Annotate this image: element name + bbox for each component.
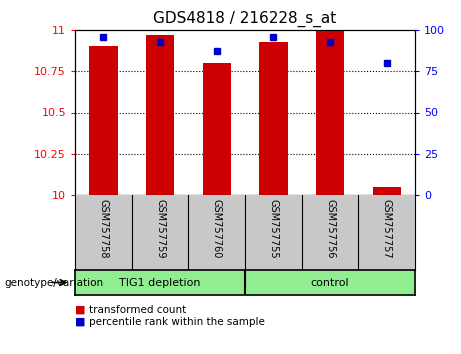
Bar	[146, 35, 174, 195]
Text: GSM757760: GSM757760	[212, 199, 222, 258]
Bar	[259, 41, 288, 195]
Bar	[89, 46, 118, 195]
Text: genotype/variation: genotype/variation	[5, 278, 104, 287]
Text: percentile rank within the sample: percentile rank within the sample	[89, 317, 265, 327]
Bar	[316, 30, 344, 195]
Title: GDS4818 / 216228_s_at: GDS4818 / 216228_s_at	[154, 11, 337, 27]
Text: control: control	[311, 278, 349, 287]
Bar	[202, 63, 231, 195]
Text: ■: ■	[75, 305, 85, 315]
Text: TIG1 depletion: TIG1 depletion	[119, 278, 201, 287]
Text: ■: ■	[75, 317, 85, 327]
Text: GSM757758: GSM757758	[98, 199, 108, 258]
Text: GSM757756: GSM757756	[325, 199, 335, 258]
Bar	[372, 187, 401, 195]
Text: GSM757757: GSM757757	[382, 199, 392, 258]
Text: GSM757755: GSM757755	[268, 199, 278, 258]
Text: GSM757759: GSM757759	[155, 199, 165, 258]
Text: transformed count: transformed count	[89, 305, 186, 315]
